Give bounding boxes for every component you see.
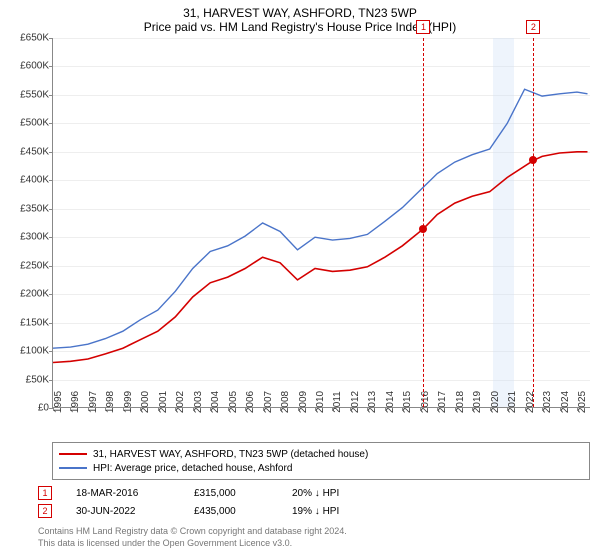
series-line-price_paid <box>53 152 588 363</box>
sale-date: 18-MAR-2016 <box>76 488 176 499</box>
y-axis-tick-label: £300K <box>5 232 49 243</box>
legend-label: 31, HARVEST WAY, ASHFORD, TN23 5WP (deta… <box>93 449 368 460</box>
sale-marker-line <box>423 38 424 407</box>
sale-row-marker: 2 <box>38 504 52 518</box>
legend-item: 31, HARVEST WAY, ASHFORD, TN23 5WP (deta… <box>59 447 583 461</box>
sale-marker-line <box>533 38 534 407</box>
sale-row: 2 30-JUN-2022 £435,000 19% ↓ HPI <box>38 502 590 520</box>
y-axis-tick-label: £350K <box>5 203 49 214</box>
sale-row-marker: 1 <box>38 486 52 500</box>
sale-marker-dot <box>529 156 537 164</box>
chart-subtitle: Price paid vs. HM Land Registry's House … <box>0 20 600 38</box>
sale-diff: 19% ↓ HPI <box>292 506 372 517</box>
legend-item: HPI: Average price, detached house, Ashf… <box>59 461 583 475</box>
y-axis-tick-label: £400K <box>5 175 49 186</box>
series-line-hpi <box>53 89 588 348</box>
y-axis-tick-label: £500K <box>5 118 49 129</box>
y-axis-tick-label: £200K <box>5 289 49 300</box>
sale-diff: 20% ↓ HPI <box>292 488 372 499</box>
y-axis-tick-label: £450K <box>5 146 49 157</box>
chart-svg <box>53 38 591 408</box>
legend-swatch <box>59 453 87 455</box>
sales-table: 1 18-MAR-2016 £315,000 20% ↓ HPI 2 30-JUN-202… <box>38 484 590 520</box>
y-axis-tick-label: £0 <box>5 403 49 414</box>
chart-legend: 31, HARVEST WAY, ASHFORD, TN23 5WP (deta… <box>52 442 590 480</box>
legend-swatch <box>59 467 87 469</box>
y-axis-tick-label: £100K <box>5 346 49 357</box>
legend-label: HPI: Average price, detached house, Ashf… <box>93 463 292 474</box>
chart-title: 31, HARVEST WAY, ASHFORD, TN23 5WP <box>0 0 600 20</box>
y-axis-tick-label: £150K <box>5 317 49 328</box>
y-axis-tick-label: £600K <box>5 61 49 72</box>
sale-marker-label: 2 <box>526 20 540 34</box>
sale-row: 1 18-MAR-2016 £315,000 20% ↓ HPI <box>38 484 590 502</box>
y-axis-tick-label: £250K <box>5 260 49 271</box>
sale-price: £435,000 <box>194 506 274 517</box>
footnote-line: Contains HM Land Registry data © Crown c… <box>38 526 590 538</box>
sale-marker-dot <box>419 225 427 233</box>
sale-price: £315,000 <box>194 488 274 499</box>
y-axis-tick-label: £650K <box>5 33 49 44</box>
y-axis-tick-label: £50K <box>5 374 49 385</box>
chart-plot-area: £0£50K£100K£150K£200K£250K£300K£350K£400… <box>52 38 590 408</box>
chart-footnote: Contains HM Land Registry data © Crown c… <box>38 526 590 549</box>
chart-container: 31, HARVEST WAY, ASHFORD, TN23 5WP Price… <box>0 0 600 560</box>
sale-marker-label: 1 <box>416 20 430 34</box>
footnote-line: This data is licensed under the Open Gov… <box>38 538 590 550</box>
sale-date: 30-JUN-2022 <box>76 506 176 517</box>
y-axis-tick-label: £550K <box>5 89 49 100</box>
